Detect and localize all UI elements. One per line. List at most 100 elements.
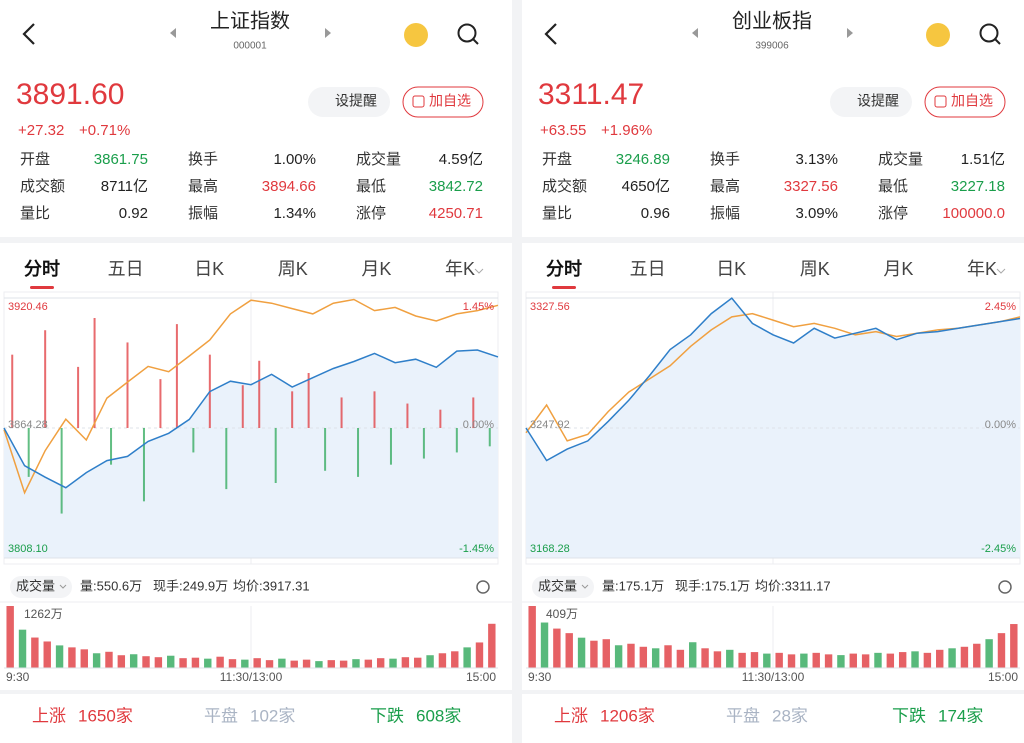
flow-bar xyxy=(455,428,458,453)
volume-bar xyxy=(651,648,660,668)
search-icon[interactable] xyxy=(457,23,477,43)
chart-tab[interactable]: 分时 xyxy=(24,259,60,279)
volume-bar xyxy=(837,655,845,668)
back-button[interactable] xyxy=(22,23,35,45)
chart-tab[interactable]: 五日 xyxy=(630,259,666,279)
volume-bar xyxy=(463,647,471,668)
volume-bar xyxy=(339,660,348,668)
volume-bar xyxy=(228,659,237,668)
volume-selector[interactable] xyxy=(10,576,72,598)
volume-bar xyxy=(701,648,709,668)
y-tick-label: 3920.46 xyxy=(8,301,48,313)
flow-bar xyxy=(357,428,360,477)
stat-value: 3.13% xyxy=(795,151,838,168)
next-arrow[interactable] xyxy=(325,28,331,38)
volume-info: 现手:249.9万 xyxy=(153,578,228,593)
volume-selector-label: 成交量 xyxy=(16,578,55,593)
volume-bar xyxy=(689,642,697,668)
flow-bar xyxy=(274,428,277,483)
tab-chevron xyxy=(996,268,1006,274)
y2-tick-label: -2.45% xyxy=(981,543,1016,555)
price-line xyxy=(3,298,499,495)
y-tick-label: 3808.10 xyxy=(8,543,48,555)
volume-bar xyxy=(763,653,771,668)
volume-bar xyxy=(451,651,459,668)
breadth-label: 平盘 xyxy=(726,706,760,725)
index-title: 上证指数 xyxy=(210,9,290,32)
chart-tab[interactable]: 周K xyxy=(800,259,830,279)
volume-info: 现手:175.1万 xyxy=(675,578,750,593)
stat-label: 振幅 xyxy=(188,205,218,222)
y-tick-label: 3327.56 xyxy=(530,301,570,313)
breadth-count: 102家 xyxy=(250,706,295,725)
search-icon[interactable] xyxy=(979,23,999,43)
volume-bar xyxy=(750,652,759,668)
stat-value: 0.92 xyxy=(119,205,148,222)
price-line xyxy=(3,349,499,489)
volume-bar xyxy=(315,661,323,668)
flow-bar xyxy=(93,318,96,428)
chart-tab[interactable]: 分时 xyxy=(546,259,582,279)
volume-bar xyxy=(614,645,623,668)
flow-bar xyxy=(258,360,261,428)
breadth-label: 上涨 xyxy=(554,706,588,725)
watchlist-button[interactable] xyxy=(402,86,484,118)
volume-bar xyxy=(327,660,335,668)
mascot-icon[interactable] xyxy=(926,23,950,47)
volume-bar xyxy=(43,641,51,668)
stat-value: 3246.89 xyxy=(616,151,670,168)
chart-tab[interactable]: 日K xyxy=(716,259,746,279)
chart-tab[interactable]: 周K xyxy=(278,259,308,279)
active-tab-indicator xyxy=(552,286,576,289)
volume-bar xyxy=(824,654,833,668)
settings-icon[interactable] xyxy=(476,580,490,594)
stat-value: 3327.56 xyxy=(784,178,838,195)
time-label: 11:30/13:00 xyxy=(220,670,283,684)
flow-bar xyxy=(406,403,409,428)
chart-tab[interactable]: 年K xyxy=(967,259,997,279)
volume-bar xyxy=(713,651,722,668)
settings-icon[interactable] xyxy=(998,580,1012,594)
stat-value: 100000.0 xyxy=(942,205,1005,222)
mascot-icon[interactable] xyxy=(404,23,428,47)
back-button[interactable] xyxy=(544,23,557,45)
time-label: 11:30/13:00 xyxy=(742,670,805,684)
volume-bar xyxy=(376,658,385,668)
flow-bar xyxy=(439,409,442,428)
alert-button-label: 设提醒 xyxy=(335,93,377,109)
flow-bar xyxy=(340,397,343,428)
chart-tab[interactable]: 五日 xyxy=(108,259,144,279)
flow-bar xyxy=(27,428,30,477)
price-line xyxy=(525,312,1021,442)
stat-value: 4250.71 xyxy=(429,205,483,222)
volume-bar xyxy=(602,639,610,668)
volume-bar xyxy=(142,656,150,668)
alert-button-label: 设提醒 xyxy=(857,93,899,109)
stat-label: 涨停 xyxy=(356,205,386,222)
stat-value: 1.51亿 xyxy=(961,151,1005,168)
chart-tab[interactable]: 月K xyxy=(361,259,391,279)
volume-bar xyxy=(528,606,536,668)
stat-label: 最高 xyxy=(710,178,740,195)
breadth-count: 1206家 xyxy=(600,706,655,725)
alert-button[interactable] xyxy=(830,87,912,117)
breadth-count: 28家 xyxy=(772,706,808,725)
breadth-count: 608家 xyxy=(416,706,461,725)
volume-bar xyxy=(997,633,1006,668)
chart-tab[interactable]: 年K xyxy=(445,259,475,279)
prev-arrow[interactable] xyxy=(170,28,176,38)
chart-tab[interactable]: 月K xyxy=(883,259,913,279)
y2-tick-label: 2.45% xyxy=(985,301,1016,313)
next-arrow[interactable] xyxy=(847,28,853,38)
volume-selector[interactable] xyxy=(532,576,594,598)
flow-bar xyxy=(77,366,80,428)
y2-tick-label: 0.00% xyxy=(463,419,494,431)
volume-bar xyxy=(565,633,573,668)
flow-bar xyxy=(159,379,162,428)
volume-bar xyxy=(676,649,685,668)
alert-button[interactable] xyxy=(308,87,390,117)
watchlist-button[interactable] xyxy=(924,86,1006,118)
prev-arrow[interactable] xyxy=(692,28,698,38)
flow-bar xyxy=(44,330,47,428)
chart-tab[interactable]: 日K xyxy=(194,259,224,279)
